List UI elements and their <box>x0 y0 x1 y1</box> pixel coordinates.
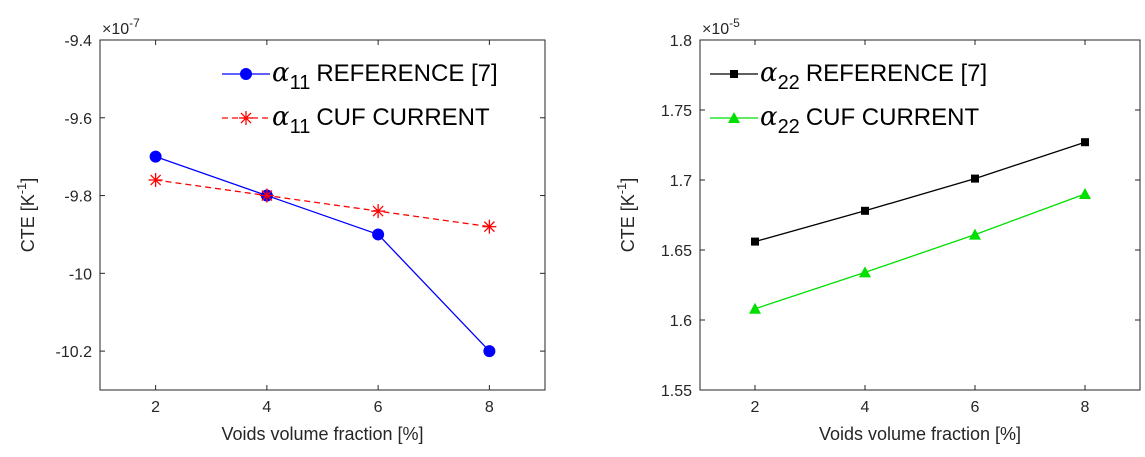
data-point <box>483 345 496 358</box>
legend-label: α22 REFERENCE [7] <box>760 58 987 94</box>
y-tick-label: 1.65 <box>661 243 692 260</box>
legend-label: α11 REFERENCE [7] <box>272 58 498 94</box>
data-point <box>971 174 979 183</box>
x-tick-label: 8 <box>485 399 494 416</box>
y-tick-label: -9.8 <box>64 189 92 206</box>
x-tick-label: 6 <box>374 399 383 416</box>
y-tick-label: 1.75 <box>661 103 692 120</box>
y-tick-label: -9.4 <box>64 33 92 50</box>
data-point <box>372 228 385 241</box>
legend-marker <box>728 112 740 123</box>
y-tick-label: 1.7 <box>670 173 692 190</box>
x-tick-label: 8 <box>1081 399 1090 416</box>
data-point <box>371 204 386 219</box>
data-point <box>482 219 497 234</box>
data-point <box>149 150 162 163</box>
legend: α22 REFERENCE [7] α22 CUF CURRENT <box>710 58 987 138</box>
legend: α11 REFERENCE [7] α11 CUF CURRENT <box>222 58 498 138</box>
series-line <box>155 179 490 228</box>
legend-marker <box>239 111 253 125</box>
legend-item: α11 CUF CURRENT <box>222 102 490 138</box>
axis-exponent-label: ×10-7 <box>102 16 140 38</box>
data-point <box>749 302 761 314</box>
legend-marker <box>240 68 252 80</box>
x-axis-label: Voids volume fraction [%] <box>221 424 423 444</box>
y-tick-label: -10.2 <box>56 344 93 361</box>
x-tick-label: 2 <box>151 399 160 416</box>
data-point <box>859 266 871 278</box>
legend-item: α22 REFERENCE [7] <box>710 58 987 94</box>
legend-label: α22 CUF CURRENT <box>760 102 979 138</box>
x-axis-label: Voids volume fraction [%] <box>819 424 1021 444</box>
data-point <box>1081 138 1089 147</box>
series-1 <box>751 138 1089 246</box>
y-tick-label: 1.6 <box>670 313 692 330</box>
data-point <box>751 237 759 246</box>
y-tick-label: -9.6 <box>64 111 92 128</box>
x-tick-label: 4 <box>262 399 271 416</box>
chart-2: 2 4 6 8 1.8 1.75 1.7 1.65 1.6 1.55 ×10-5 Voids volu… <box>614 16 1141 444</box>
legend-item: α11 REFERENCE [7] <box>222 58 498 94</box>
legend-marker <box>730 70 738 78</box>
y-tick-label: 1.55 <box>661 383 692 400</box>
axis-exponent-label: ×10-5 <box>702 16 740 38</box>
x-tick-label: 4 <box>861 399 870 416</box>
y-axis-label: CTE [K-1] <box>14 178 38 253</box>
y-axis-label: CTE [K-1] <box>614 178 638 253</box>
x-tick-label: 2 <box>751 399 760 416</box>
series-2 <box>749 188 1091 314</box>
data-point <box>969 228 981 240</box>
series-line <box>155 156 490 352</box>
y-tick-label: -10 <box>69 266 92 283</box>
legend-label: α11 CUF CURRENT <box>272 102 490 138</box>
series-line <box>754 141 1086 243</box>
y-tick-label: 1.8 <box>670 33 692 50</box>
series-line <box>754 193 1086 310</box>
data-point <box>861 206 869 215</box>
data-point <box>259 188 274 203</box>
chart-1: 2 4 6 8 -9.4 -9.6 -9.8 -10 -10.2 ×10-7 Voids volum… <box>14 16 546 444</box>
data-point <box>1079 188 1091 199</box>
data-point <box>148 173 163 187</box>
x-tick-label: 6 <box>971 399 980 416</box>
plot-area <box>699 39 1141 391</box>
legend-item: α22 CUF CURRENT <box>710 102 979 138</box>
series-2 <box>148 173 497 234</box>
